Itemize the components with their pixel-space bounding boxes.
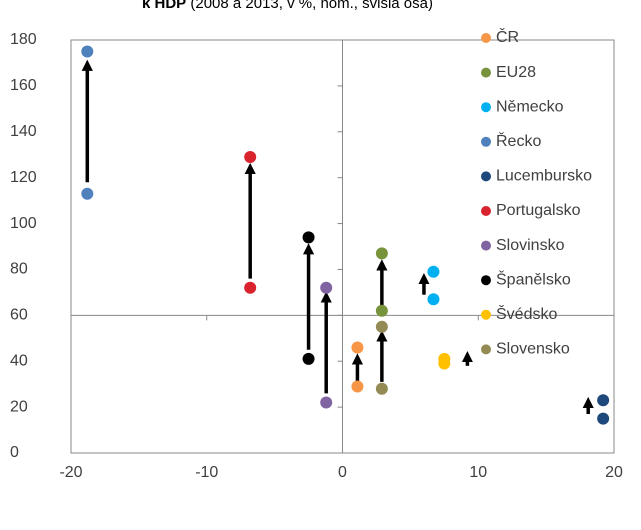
data-point (597, 412, 610, 425)
legend-marker (481, 33, 491, 43)
legend-marker (481, 344, 491, 355)
legend: ČR EU28 Německo Řecko Lucembursko Portugalsko… (481, 27, 592, 358)
legend-label: Slovinsko (496, 237, 565, 254)
y-tick-label: 60 (10, 307, 28, 324)
legend-label: Slovensko (496, 341, 570, 358)
legend-marker (481, 275, 491, 286)
legend-label: Švédsko (496, 304, 557, 323)
x-tick-label: 0 (338, 464, 347, 481)
y-tick-label: 180 (10, 31, 37, 48)
data-point (320, 281, 333, 294)
data-point (375, 304, 388, 317)
y-tick-label: 100 (10, 215, 37, 232)
y-tick-label: 160 (10, 77, 37, 94)
chart-title: k HDP (2008 a 2013, v %, nom., svislá os… (142, 0, 433, 12)
legend-marker (481, 240, 491, 251)
y-tick-label: 120 (10, 169, 37, 186)
y-tick-label: 40 (10, 352, 28, 369)
data-point (244, 151, 257, 164)
data-point (375, 382, 388, 395)
data-point (351, 341, 364, 354)
legend-label: Španělsko (496, 269, 571, 288)
data-points (81, 45, 610, 425)
legend-marker (481, 171, 491, 182)
data-point (81, 45, 94, 58)
chart-title-rest: (2008 a 2013, v %, nom., svislá osa) (186, 0, 433, 12)
data-point (302, 231, 315, 244)
y-tick-label: 80 (10, 261, 28, 278)
arrows (81, 59, 594, 414)
legend-label: EU28 (496, 64, 536, 81)
legend-label: Portugalsko (496, 202, 581, 219)
data-point (320, 396, 333, 409)
data-point (302, 352, 315, 365)
data-point (375, 320, 388, 333)
axes: 0 20 40 60 80 100 120 140 160 180 -20 -10 0 10 20 (10, 31, 623, 481)
legend-marker (481, 102, 491, 113)
data-point (375, 247, 388, 260)
legend-label: Německo (496, 98, 564, 115)
y-tick-label: 0 (10, 444, 19, 461)
y-tick-label: 140 (10, 123, 37, 140)
legend-label: ČR (496, 27, 519, 46)
legend-marker (481, 136, 491, 147)
x-tick-label: 10 (469, 464, 487, 481)
data-point (597, 394, 610, 407)
data-point (427, 265, 440, 278)
y-tick-label: 20 (10, 398, 28, 415)
legend-marker (481, 309, 491, 320)
legend-label: Řecko (496, 131, 541, 150)
legend-marker (481, 206, 491, 216)
chart-title-bold: k HDP (142, 0, 186, 12)
data-point (438, 357, 451, 370)
x-tick-label: 20 (605, 464, 623, 481)
data-point (427, 293, 440, 306)
legend-marker (481, 67, 491, 78)
x-tick-label: -10 (195, 464, 218, 481)
legend-label: Lucembursko (496, 168, 592, 185)
x-tick-label: -20 (59, 464, 82, 481)
data-point (244, 281, 257, 294)
data-point (351, 380, 364, 393)
data-point (81, 187, 94, 200)
